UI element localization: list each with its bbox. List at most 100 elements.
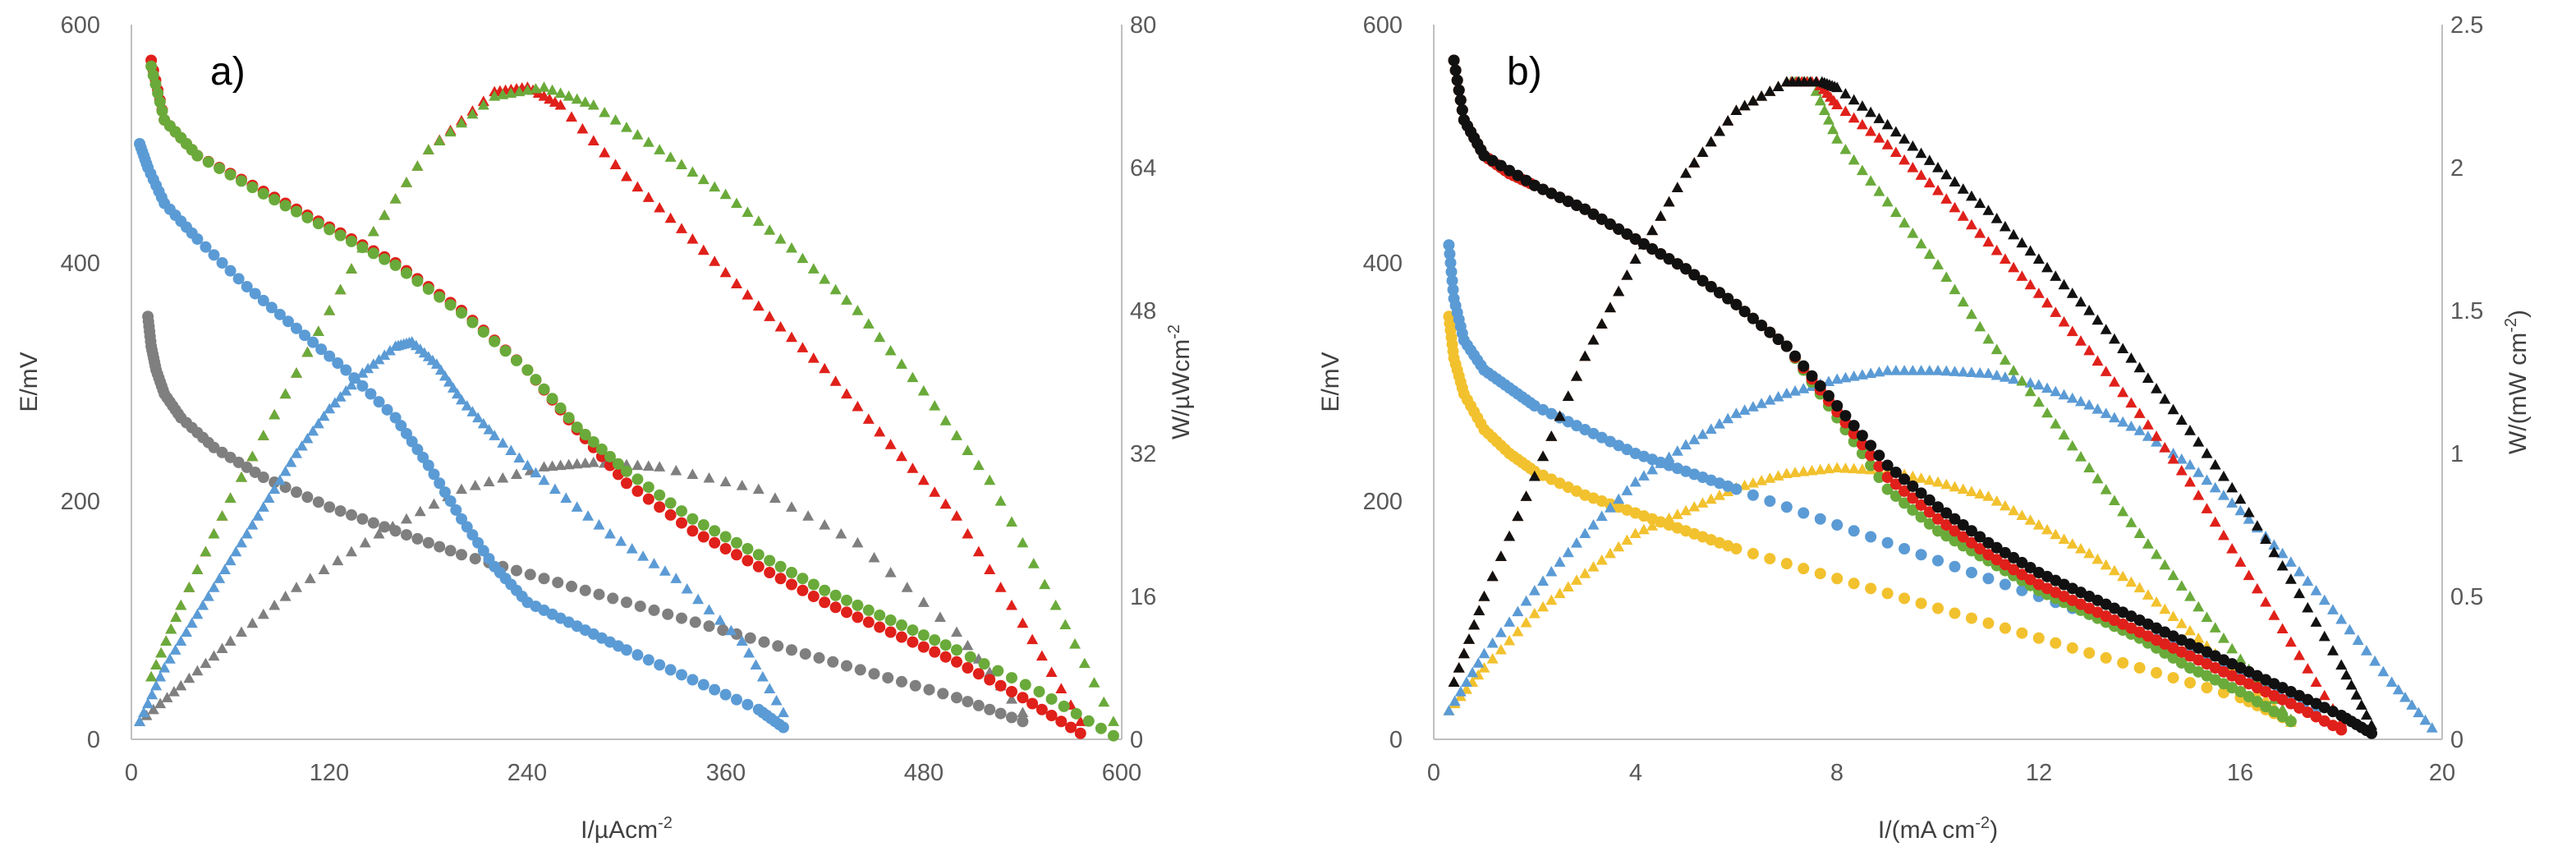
- panel-b-yellow-polarization-point: [1982, 617, 1995, 629]
- panel-a-red-polarization-point: [686, 525, 699, 537]
- panel-a-gray-power-point: [868, 551, 880, 563]
- panel-a-series-green-power: [145, 81, 1119, 726]
- panel-a-green-polarization-point: [1095, 722, 1107, 734]
- panel-b-green-power-point: [2226, 642, 2239, 654]
- panel-a-green-power-point: [183, 582, 195, 592]
- panel-b-black-power-point: [1629, 253, 1642, 264]
- panel-b-black-polarization-point: [1747, 312, 1759, 324]
- panel-a-chart: a) 0 200 400 600 0 16 32 48 64 80 0 120 …: [16, 12, 1195, 844]
- panel-a-blue-polarization-point: [332, 357, 344, 370]
- panel-a-blue-polarization-point: [631, 649, 644, 661]
- panel-b-blue-power-point: [1780, 387, 1793, 398]
- panel-a-green-power-point: [852, 305, 864, 315]
- panel-b-red-power-point: [2142, 419, 2154, 430]
- panel-b-black-power-point: [1637, 238, 1650, 250]
- panel-a-green-polarization-point: [1006, 672, 1017, 684]
- panel-b-black-power-point: [1646, 224, 1659, 236]
- panel-a-blue-polarization-point: [428, 468, 440, 481]
- panel-a-green-polarization-point: [841, 594, 852, 606]
- panel-a-red-polarization-point: [807, 591, 820, 602]
- panel-b-red-power-point: [2092, 355, 2104, 366]
- panel-a-blue-polarization-point: [777, 721, 789, 734]
- panel-a-blue-polarization-point: [676, 669, 687, 681]
- panel-a-blue-power-point: [670, 573, 682, 583]
- panel-a-green-power-point: [379, 209, 391, 220]
- panel-b-green-power-point: [2184, 591, 2196, 601]
- panel-a-green-power-point: [896, 358, 907, 369]
- panel-a-gray-power-point: [291, 582, 302, 592]
- panel-a-blue-power-point: [725, 624, 737, 636]
- panel-b-blue-power-point: [1454, 686, 1467, 697]
- panel-a-gray-polarization-point: [923, 683, 935, 696]
- panel-a-blue-power-point: [224, 554, 236, 566]
- panel-b-black-power-point: [2310, 616, 2322, 627]
- panel-a-red-power-point: [642, 191, 654, 202]
- panel-b-blue-power-point: [1713, 418, 1725, 429]
- panel-a-blue-power-point: [483, 424, 495, 435]
- panel-b-black-power-point: [1730, 104, 1743, 115]
- panel-b-red-power-point: [2260, 596, 2272, 607]
- panel-b-blue-power-point: [1587, 519, 1600, 530]
- panel-a-blue-power-point: [770, 694, 783, 706]
- panel-a-green-power-point: [160, 635, 172, 646]
- panel-b-x-tick: 0: [1427, 760, 1440, 786]
- panel-a-red-polarization-point: [917, 641, 930, 653]
- panel-b-black-power-point: [2024, 245, 2036, 256]
- panel-b-black-polarization-point: [1940, 507, 1953, 519]
- panel-b-blue-power-point: [1528, 585, 1541, 596]
- panel-b-black-polarization-point: [1974, 531, 1986, 543]
- panel-b-blue-power-point: [1923, 365, 1935, 375]
- panel-a-blue-power-point: [505, 444, 517, 455]
- panel-b-yellow-power-point: [2167, 610, 2179, 621]
- panel-b-red-power-point: [1982, 236, 1995, 247]
- panel-a-green-polarization-point: [896, 619, 907, 632]
- panel-a-red-power-point: [929, 486, 941, 497]
- panel-a-green-power-point: [505, 87, 517, 98]
- panel-a-red-polarization-point: [764, 567, 776, 578]
- panel-a-blue-power-point: [138, 706, 150, 717]
- panel-a-gray-polarization-point: [634, 600, 646, 613]
- panel-b-blue-power-point: [2234, 504, 2247, 516]
- panel-b-yellow-polarization-point: [2167, 672, 2179, 684]
- panel-a-series-green-polarization: [145, 60, 1119, 742]
- panel-b-black-power-point: [2074, 296, 2087, 307]
- panel-a-gray-power-point: [373, 527, 385, 539]
- panel-a-red-power-point: [587, 135, 599, 145]
- panel-a-gray-polarization-point: [689, 616, 701, 628]
- panel-a-gray-polarization-point: [241, 461, 253, 473]
- panel-b-blue-power-point: [1705, 423, 1717, 435]
- panel-b-blue-power-point: [1570, 537, 1582, 548]
- panel-b-blue-power-point: [1646, 463, 1659, 475]
- panel-b-red-polarization-point: [1907, 492, 1919, 504]
- panel-a-blue-polarization-point: [324, 350, 336, 362]
- panel-a-green-power-point: [530, 82, 542, 94]
- panel-b-black-power-point: [2016, 237, 2028, 248]
- panel-a-green-polarization-point: [752, 549, 765, 561]
- panel-b-series-blue-power: [1443, 365, 2438, 733]
- panel-b-black-power-point: [2125, 352, 2137, 363]
- panel-a-gray-polarization-point: [566, 580, 577, 592]
- panel-a-green-power-point: [513, 85, 526, 97]
- panel-a-gray-polarization-point: [469, 553, 481, 565]
- panel-a-green-power-point: [621, 122, 632, 132]
- panel-b-black-power-point: [1848, 94, 1860, 105]
- panel-a-gray-power-point: [279, 591, 292, 601]
- panel-a-red-polarization-point: [962, 662, 974, 674]
- panel-a-red-power-point: [807, 352, 820, 363]
- panel-b-black-polarization-point: [1738, 306, 1751, 318]
- panel-b-red-polarization-point: [2016, 568, 2028, 581]
- panel-b-yellow-polarization-point: [1798, 563, 1810, 575]
- panel-a-blue-power-point: [743, 646, 755, 658]
- panel-a-gray-power-point: [168, 686, 180, 697]
- panel-a-gray-power-point: [538, 461, 550, 472]
- panel-b-blue-power-point: [1831, 373, 1844, 384]
- panel-b-yellow-polarization-point: [2151, 667, 2163, 679]
- panel-b-yellow-power-point: [2066, 538, 2078, 549]
- panel-b-red-power-point: [2159, 442, 2171, 453]
- panel-a-red-polarization-point: [884, 626, 897, 638]
- panel-a-blue-polarization-point: [697, 679, 709, 691]
- panel-b-blue-power-point: [2360, 645, 2372, 656]
- panel-b-black-power-point: [2100, 324, 2112, 334]
- panel-b-red-power-point: [2234, 556, 2247, 567]
- panel-b-green-power-point: [2083, 462, 2096, 472]
